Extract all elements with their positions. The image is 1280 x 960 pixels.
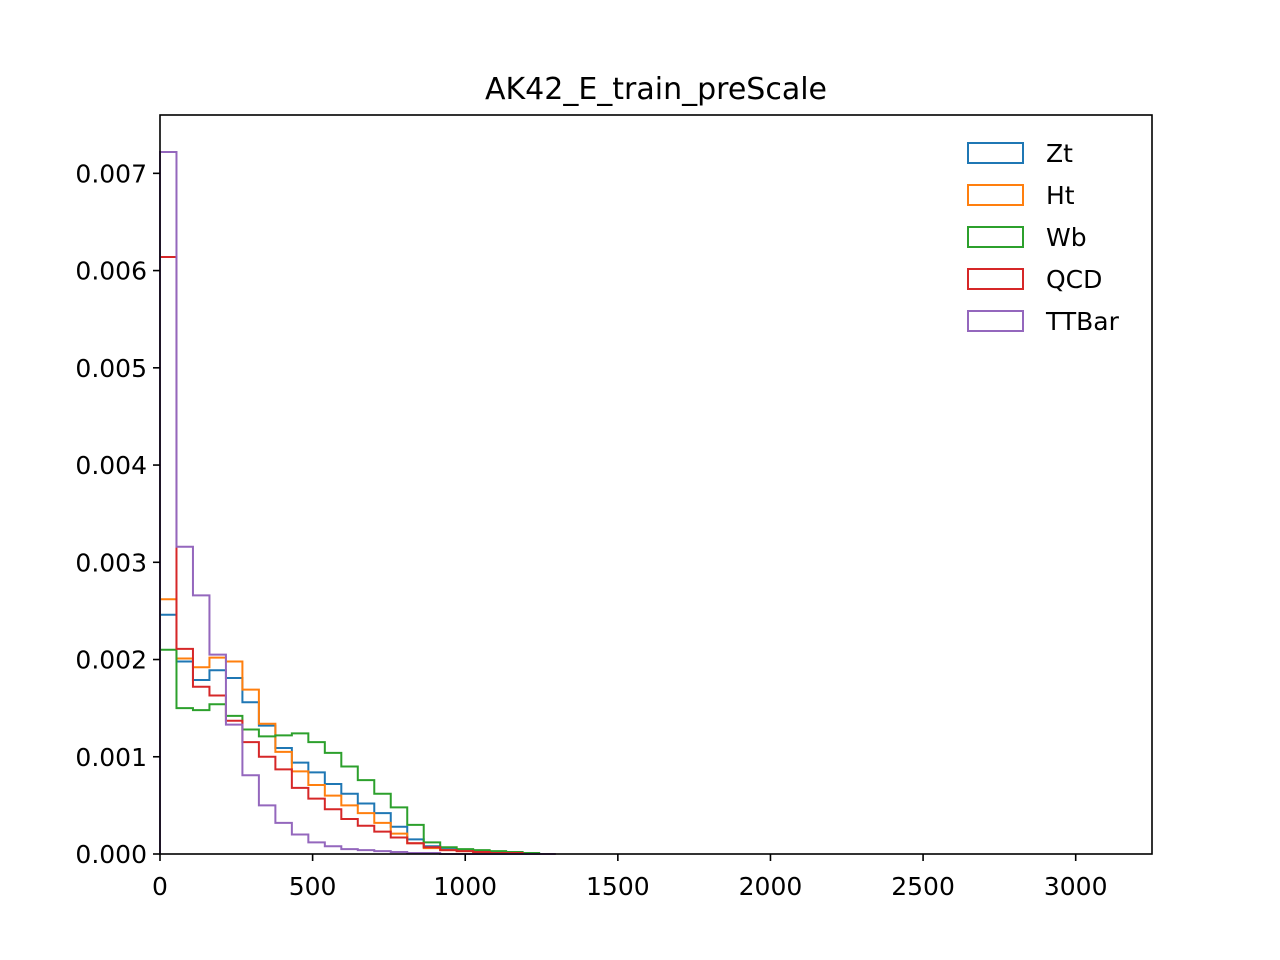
y-tick-label: 0.003: [75, 548, 147, 577]
legend-label-ttbar: TTBar: [1045, 307, 1120, 336]
y-tick-label: 0.007: [75, 159, 147, 188]
legend-swatch-ttbar: [967, 310, 1024, 332]
y-tick-label: 0.005: [75, 354, 147, 383]
x-tick-label: 0: [152, 872, 168, 901]
legend-swatch-zt: [967, 142, 1024, 164]
y-tick-label: 0.004: [75, 451, 147, 480]
y-tick-label: 0.006: [75, 257, 147, 286]
chart-title: AK42_E_train_preScale: [485, 72, 827, 107]
x-axis: 0 500 1000 1500 2000 2500 3000: [152, 854, 1108, 901]
y-tick-label: 0.000: [75, 840, 147, 869]
x-tick-label: 1000: [433, 872, 497, 901]
x-tick-label: 500: [289, 872, 337, 901]
legend-label-wb: Wb: [1046, 223, 1087, 252]
x-tick-label: 1500: [586, 872, 650, 901]
legend-label-zt: Zt: [1046, 139, 1073, 168]
legend-swatch-ht: [967, 184, 1024, 206]
legend-label-qcd: QCD: [1046, 265, 1102, 294]
y-tick-label: 0.002: [75, 646, 147, 675]
legend-swatch-qcd: [967, 268, 1024, 290]
x-tick-label: 2500: [891, 872, 955, 901]
legend-label-ht: Ht: [1046, 181, 1075, 210]
legend: Zt Ht Wb QCD TTBar: [967, 139, 1120, 336]
x-tick-label: 2000: [739, 872, 803, 901]
x-tick-label: 3000: [1044, 872, 1108, 901]
y-axis: 0.000 0.001 0.002 0.003 0.004 0.005 0.006 0.007: [75, 159, 160, 869]
y-tick-label: 0.001: [75, 743, 147, 772]
plot-frame: [159, 114, 1153, 855]
legend-swatch-wb: [967, 226, 1024, 248]
series-qcd-line: [159, 255, 556, 855]
